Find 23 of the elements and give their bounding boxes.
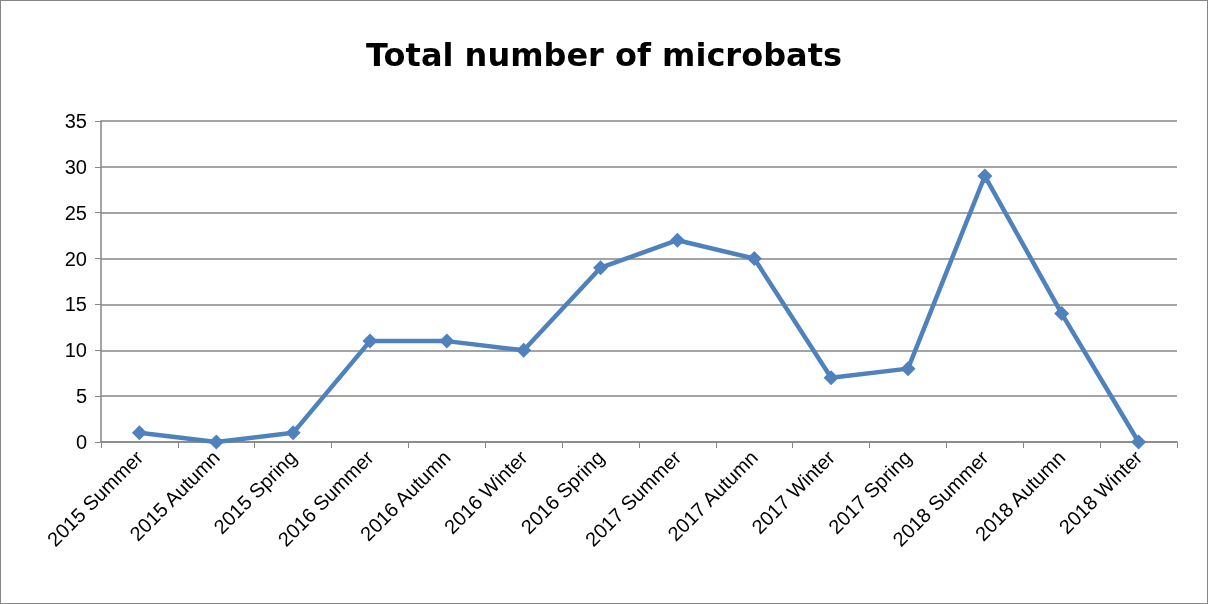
point [439,333,455,349]
y-tick-label: 20 [64,247,87,270]
point [900,361,916,377]
point [516,342,532,358]
chart-title: Total number of microbats [366,36,842,74]
point [1131,434,1147,450]
y-tick-label: 30 [64,155,87,178]
point [285,425,301,441]
point [746,251,762,267]
point [593,260,609,276]
point [131,425,147,441]
point [1054,306,1070,322]
y-tick-label: 25 [64,201,87,224]
point [669,232,685,248]
y-tick-label: 0 [75,431,87,453]
point [823,370,839,386]
y-tick-label: 10 [64,339,87,362]
y-tick-label: 5 [75,385,87,408]
y-tick-label: 15 [64,293,87,316]
point [977,168,993,184]
point [362,333,378,349]
y-tick-label: 35 [64,110,87,132]
point [208,434,224,450]
